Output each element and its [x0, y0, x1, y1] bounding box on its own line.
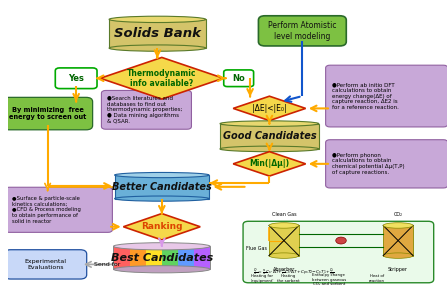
- Bar: [383, 225, 413, 256]
- Bar: [113, 246, 210, 269]
- Text: ●Surface & particle-scale
kinetics calculations;
●CFD & Process modeling
to obta: ●Surface & particle-scale kinetics calcu…: [13, 196, 82, 224]
- Polygon shape: [233, 152, 306, 176]
- Text: Heat of
reaction: Heat of reaction: [369, 275, 385, 283]
- Text: No: No: [233, 74, 245, 83]
- FancyBboxPatch shape: [243, 221, 434, 283]
- Text: ●Search literatures and
databases to find out
thermodynamic properties;
● Data m: ●Search literatures and databases to fin…: [107, 96, 182, 124]
- Bar: [146, 246, 162, 269]
- Bar: [115, 175, 209, 199]
- Ellipse shape: [269, 223, 299, 228]
- Text: Clean Gas: Clean Gas: [271, 212, 296, 217]
- Text: ●Perform ab initio DFT
calculations to obtain
energy change(ΔE) of
capture react: ●Perform ab initio DFT calculations to o…: [332, 82, 399, 110]
- Bar: [194, 246, 210, 269]
- Polygon shape: [233, 96, 306, 121]
- Text: Heating for
'equipment': Heating for 'equipment': [250, 275, 274, 283]
- FancyBboxPatch shape: [55, 68, 97, 89]
- Text: |ΔE|<|E₀|: |ΔE|<|E₀|: [252, 104, 287, 113]
- Ellipse shape: [220, 121, 319, 126]
- Ellipse shape: [113, 243, 210, 250]
- Text: Better Candidates: Better Candidates: [112, 182, 211, 192]
- FancyBboxPatch shape: [4, 250, 87, 279]
- Text: Good Candidates: Good Candidates: [223, 131, 316, 141]
- FancyBboxPatch shape: [326, 140, 448, 188]
- Text: Enthalpy change
between gaseous
CO₂ and sorbent: Enthalpy change between gaseous CO₂ and …: [312, 273, 346, 286]
- Text: Flue Gas: Flue Gas: [246, 246, 267, 251]
- Text: By minimizing  free
energy to screen out: By minimizing free energy to screen out: [9, 107, 86, 120]
- Text: Ranking: Ranking: [141, 222, 182, 231]
- Ellipse shape: [115, 196, 209, 201]
- Text: Solids Bank: Solids Bank: [114, 27, 201, 40]
- Polygon shape: [100, 58, 223, 99]
- FancyBboxPatch shape: [224, 70, 254, 87]
- Circle shape: [336, 237, 346, 244]
- Ellipse shape: [113, 266, 210, 273]
- Text: Yes: Yes: [68, 74, 84, 83]
- Text: Stripper: Stripper: [388, 267, 408, 272]
- Text: Min(|Δμ|): Min(|Δμ|): [250, 159, 289, 168]
- Text: Absorber: Absorber: [273, 267, 295, 272]
- Text: Thermodynamic
info available?: Thermodynamic info available?: [127, 68, 197, 88]
- Text: Perform Atomistic
level modeling: Perform Atomistic level modeling: [268, 21, 336, 40]
- Bar: [113, 246, 129, 269]
- Polygon shape: [123, 214, 200, 240]
- Text: Experimental
Evaluations: Experimental Evaluations: [24, 259, 66, 270]
- Text: Heating
the sorbent: Heating the sorbent: [277, 275, 300, 283]
- Ellipse shape: [383, 253, 413, 258]
- FancyBboxPatch shape: [101, 90, 191, 129]
- Ellipse shape: [383, 223, 413, 228]
- Bar: [109, 19, 206, 48]
- Ellipse shape: [109, 16, 206, 23]
- FancyBboxPatch shape: [326, 65, 448, 127]
- Text: $\frac{Q}{n_s} = \frac{n_s}{n_s}C_s\!\cdot\!\Delta T\!+\!\frac{n}{r}C_s\!\cdot\!: $\frac{Q}{n_s} = \frac{n_s}{n_s}C_s\!\cd…: [253, 266, 334, 278]
- Text: Send for: Send for: [94, 262, 120, 267]
- Bar: [220, 124, 319, 149]
- Text: ●Perform phonon
calculations to obtain
chemical potential Δμ(T,P)
of capture rea: ●Perform phonon calculations to obtain c…: [332, 153, 405, 175]
- Bar: [129, 246, 146, 269]
- Ellipse shape: [115, 173, 209, 178]
- Ellipse shape: [269, 253, 299, 258]
- Bar: [178, 246, 194, 269]
- FancyBboxPatch shape: [5, 187, 112, 232]
- Ellipse shape: [109, 45, 206, 51]
- FancyBboxPatch shape: [258, 16, 346, 46]
- Ellipse shape: [220, 146, 319, 152]
- FancyBboxPatch shape: [3, 97, 93, 130]
- Bar: [162, 246, 178, 269]
- Text: Best Candidates: Best Candidates: [111, 253, 213, 263]
- Text: CO₂: CO₂: [394, 212, 403, 217]
- Bar: [269, 225, 299, 256]
